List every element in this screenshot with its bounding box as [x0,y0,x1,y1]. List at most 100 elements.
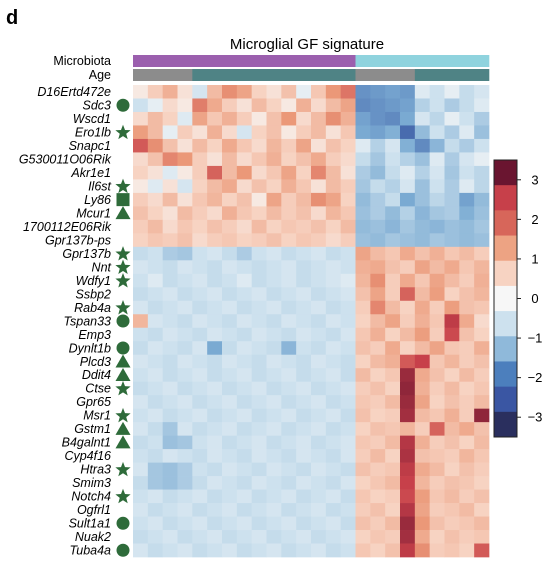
heatmap-cell [385,273,401,288]
heatmap-cell [296,165,312,180]
heatmap-cell [296,138,312,153]
heatmap-cell [400,516,416,531]
heatmap-cell [474,314,490,329]
heatmap-cell [340,85,356,99]
heatmap-cell [325,530,342,544]
heatmap-cell [340,260,356,275]
heatmap-cell [370,152,386,167]
gene-label: Il6st [88,179,111,193]
annotation-bar-0-1 [355,55,490,67]
heatmap-cell [400,219,416,234]
heatmap-cell [236,219,253,234]
heatmap-cell [251,260,267,275]
annotation-bar-1-3 [414,69,490,81]
heatmap-cell [414,138,431,153]
heatmap-cell [429,516,445,531]
heatmap-cell [147,219,164,234]
heatmap-cell [311,138,327,153]
heatmap-cell [459,125,475,140]
heatmap-cell [370,246,386,261]
heatmap-cell [429,246,445,261]
heatmap-cell [414,111,431,126]
heatmap-cell [236,530,253,544]
heatmap-cell [162,138,178,153]
heatmap-cell [207,516,223,531]
star-marker-icon [115,273,131,288]
heatmap-cell [370,192,386,207]
heatmap-cell [147,327,164,342]
triangle-marker-icon [115,435,131,449]
heatmap-cell [414,449,431,463]
heatmap-cell [177,354,193,369]
heatmap-cell [459,422,475,436]
gene-label: Msr1 [83,409,111,423]
heatmap-cell [400,341,416,356]
heatmap-cell [177,98,193,113]
heatmap-cell [355,368,371,383]
heatmap-cell [325,476,342,490]
heatmap-cell [251,516,267,531]
heatmap-cell [177,300,193,315]
heatmap-cell [325,314,342,329]
heatmap-cell [429,85,445,99]
heatmap-cell [162,368,178,383]
heatmap-cell [340,422,356,436]
heatmap-cell [236,449,253,463]
gene-label: Ero1lb [75,126,111,140]
heatmap-cell [340,530,356,544]
heatmap-cell [222,111,238,126]
heatmap-cell [459,273,475,288]
heatmap-cell [192,381,208,396]
heatmap-cell [207,489,223,504]
heatmap-cell [281,530,297,544]
heatmap-cell [251,327,267,342]
heatmap-cell [236,503,253,517]
heatmap-cell [236,233,253,248]
heatmap-cell [474,462,490,477]
heatmap-cell [444,138,460,153]
heatmap-cell [311,111,327,126]
heatmap-cell [340,327,356,342]
heatmap-cell [429,165,445,180]
heatmap-cell [177,435,193,450]
heatmap-cell [147,314,164,329]
heatmap-cell [444,435,460,450]
heatmap-cell [474,354,490,369]
heatmap-cell [340,368,356,383]
gene-label: Gpr65 [76,395,111,409]
heatmap-cell [266,381,282,396]
heatmap-cell [177,152,193,167]
heatmap-cell [162,530,178,544]
heatmap-cell [162,476,178,490]
heatmap-cell [429,273,445,288]
star-marker-icon [115,178,131,194]
heatmap-cell [296,125,312,140]
heatmap-cell [251,300,267,315]
heatmap-cell [370,476,386,490]
heatmap-cell [281,233,297,248]
heatmap-cell [459,530,475,544]
heatmap-cell [296,300,312,315]
heatmap-cell [385,246,401,261]
heatmap-cell [207,219,223,234]
heatmap-cell [355,408,371,423]
heatmap-cell [281,300,297,315]
heatmap-cell [355,98,371,113]
legend-swatch [494,336,517,362]
heatmap-cell [429,489,445,504]
heatmap-cell [236,111,253,126]
heatmap-cell [340,98,356,113]
heatmap-cell [162,85,178,99]
heatmap-cell [355,476,371,490]
panel-label: d [6,7,18,29]
heatmap-cell [266,206,282,221]
heatmap-cell [147,422,164,436]
heatmap-cell [414,408,431,423]
heatmap-cell [133,206,149,221]
heatmap-cell [281,543,297,558]
heatmap-cell [207,462,223,477]
circle-marker-icon [116,341,130,355]
gene-label: Wdfy1 [76,274,111,288]
heatmap-cell [296,260,312,275]
